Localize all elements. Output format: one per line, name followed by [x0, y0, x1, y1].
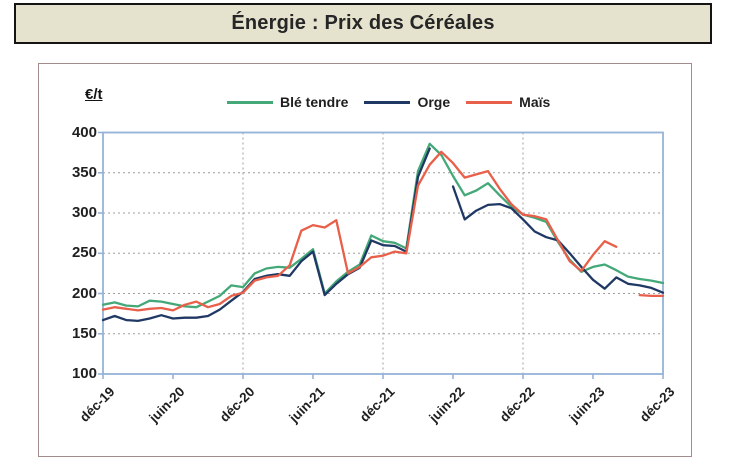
y-axis-unit-label: €/t — [85, 86, 103, 103]
legend-item-mais: Maïs — [466, 94, 550, 110]
y-axis-label: 100 — [71, 365, 97, 382]
y-axis-label: 400 — [71, 123, 97, 141]
y-axis-label: 200 — [71, 284, 97, 302]
legend-label-mais: Maïs — [519, 94, 551, 110]
legend-line-mais-icon — [466, 100, 513, 104]
chart-legend: Blé tendre Orge Maïs — [227, 94, 550, 110]
legend-line-ble-tendre-icon — [227, 100, 273, 104]
y-axis-label: 150 — [71, 324, 97, 342]
y-axis-label: 250 — [71, 244, 97, 262]
legend-label-ble-tendre: Blé tendre — [280, 94, 349, 110]
legend-item-ble-tendre: Blé tendre — [227, 94, 348, 110]
legend-label-orge: Orge — [417, 94, 451, 110]
title-bar: Énergie : Prix des Céréales — [14, 3, 712, 44]
series-line-maïs — [101, 150, 665, 312]
page-title: Énergie : Prix des Céréales — [231, 12, 495, 34]
plot-border — [102, 131, 664, 375]
legend-line-orge-icon — [364, 100, 411, 104]
legend-item-orge: Orge — [364, 94, 450, 110]
chart-card: €/t Blé tendre Orge Maïs 100 150 200 250 300… — [38, 63, 692, 457]
y-axis-label: 350 — [71, 163, 97, 181]
y-axis-label: 300 — [71, 204, 97, 221]
price-line-chart — [98, 131, 665, 379]
